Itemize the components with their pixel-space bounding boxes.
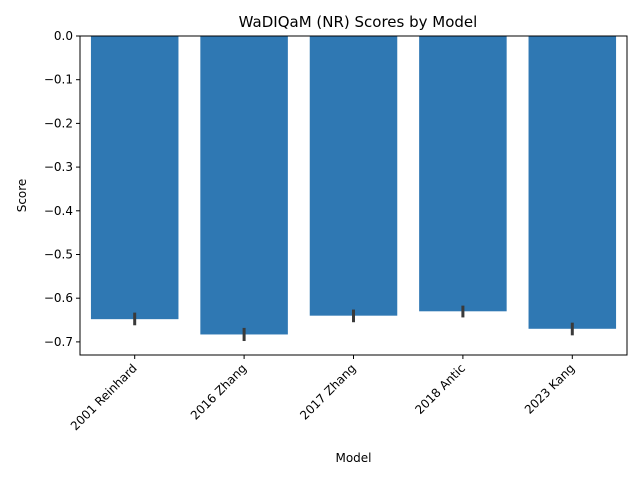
bars-group [90,36,617,335]
x-tick-label-3: 2018 Antic [412,361,468,417]
error-bars-group [133,305,574,342]
x-axis: 2001 Reinhard 2016 Zhang 2017 Zhang 2018 An… [68,355,578,433]
x-tick-label-1: 2016 Zhang [188,361,249,422]
y-tick-label-6: −0.6 [44,291,73,305]
chart-title: WaDIQaM (NR) Scores by Model [239,13,478,31]
x-axis-label: Model [335,451,371,465]
y-tick-label-7: −0.7 [44,335,73,349]
y-tick-label-3: −0.3 [44,160,73,174]
y-axis-label: Score [15,179,29,213]
y-tick-label-4: −0.4 [44,204,73,218]
x-tick-label-4: 2023 Kang [522,361,578,417]
y-axis: 0.0 −0.1 −0.2 −0.3 −0.4 −0.5 −0.6 −0.7 [44,29,80,349]
bar-3 [419,36,507,312]
y-tick-label-2: −0.2 [44,116,73,130]
x-tick-label-2: 2017 Zhang [297,361,358,422]
bar-4 [528,36,617,329]
bar-1 [200,36,288,335]
bar-2 [309,36,398,316]
y-tick-label-0: 0.0 [54,29,73,43]
x-tick-label-0: 2001 Reinhard [68,361,140,433]
y-tick-label-1: −0.1 [44,73,73,87]
y-tick-label-5: −0.5 [44,247,73,261]
bar-0 [90,36,179,320]
